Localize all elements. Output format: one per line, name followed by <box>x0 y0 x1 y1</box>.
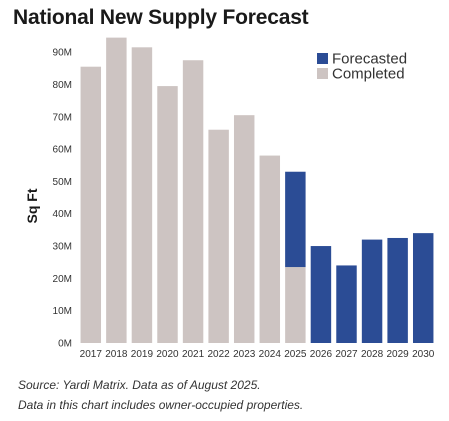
y-tick-label: 90M <box>53 48 72 59</box>
bar-completed-2020 <box>157 86 178 343</box>
legend-label-completed: Completed <box>332 66 405 83</box>
bar-forecasted-2028 <box>361 239 383 343</box>
chart-title: National New Supply Forecast <box>13 6 309 29</box>
bar-completed-2023 <box>233 115 255 343</box>
y-tick-label: 20M <box>53 274 72 285</box>
bar-forecasted-2027 <box>336 265 357 343</box>
footnote-note: Data in this chart includes owner-occupi… <box>18 398 304 412</box>
bar-forecasted-2025 <box>285 171 306 268</box>
x-tick-label: 2023 <box>233 349 256 360</box>
x-tick-label: 2024 <box>259 349 282 360</box>
x-tick-label: 2018 <box>105 349 128 360</box>
legend-swatch-forecasted <box>317 53 328 64</box>
y-axis-label: Sq Ft <box>24 188 40 223</box>
x-tick-label: 2019 <box>131 349 154 360</box>
bar-completed-2021 <box>182 60 204 344</box>
y-axis: 0M 10M 20M 30M 40M 50M 60M 70M 80M 90M <box>53 48 72 350</box>
bar-completed-2019 <box>131 47 153 344</box>
x-axis: 2017 2018 2019 2020 2021 2022 2023 2024 2025 2026… <box>80 349 435 360</box>
y-tick-label: 60M <box>53 145 72 156</box>
bar-forecasted-2029 <box>387 237 408 343</box>
y-tick-label: 80M <box>53 80 72 91</box>
y-tick-label: 10M <box>53 306 72 317</box>
bar-completed-2024 <box>259 155 281 343</box>
x-tick-label: 2021 <box>182 349 205 360</box>
x-tick-label: 2026 <box>310 349 333 360</box>
bar-forecasted-2030 <box>412 233 434 343</box>
x-tick-label: 2029 <box>387 349 410 360</box>
x-tick-label: 2030 <box>412 349 435 360</box>
legend-swatch-completed <box>317 68 328 79</box>
x-tick-label: 2022 <box>208 349 231 360</box>
y-tick-label: 30M <box>53 242 72 253</box>
footnote-source: Source: Yardi Matrix. Data as of August … <box>18 378 261 392</box>
bar-completed-2022 <box>208 129 229 343</box>
x-tick-label: 2027 <box>335 349 358 360</box>
legend-label-forecasted: Forecasted <box>332 51 407 68</box>
x-tick-label: 2028 <box>361 349 384 360</box>
bar-completed-2017 <box>80 66 102 343</box>
y-tick-label: 50M <box>53 177 72 188</box>
x-tick-label: 2020 <box>156 349 179 360</box>
x-tick-label: 2025 <box>284 349 307 360</box>
bar-forecasted-2026 <box>310 246 332 343</box>
bars <box>80 37 434 344</box>
bar-completed-2018 <box>106 37 127 344</box>
y-tick-label: 70M <box>53 112 72 123</box>
bar-completed-2025 <box>285 267 306 343</box>
x-tick-label: 2017 <box>80 349 103 360</box>
y-tick-label: 40M <box>53 209 72 220</box>
y-tick-label: 0M <box>58 339 72 350</box>
